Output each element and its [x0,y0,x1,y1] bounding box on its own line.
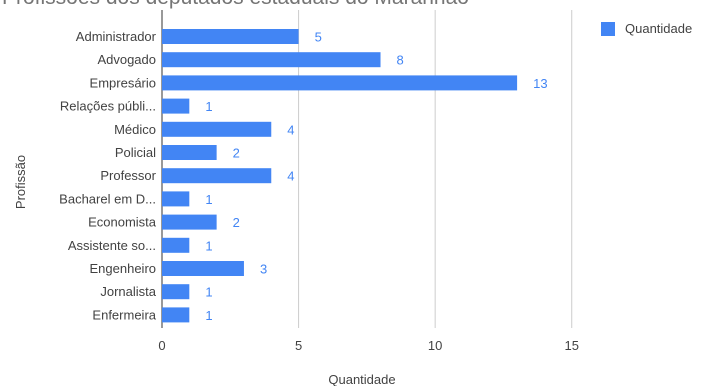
category-label: Economista [88,215,157,230]
category-label: Empresário [90,75,156,90]
x-axis-title: Quantidade [328,372,395,386]
x-tick-label: 5 [295,338,302,353]
bar [162,29,299,44]
x-tick-label: 15 [565,338,579,353]
y-axis-title: Profissão [13,155,28,209]
bar [162,52,381,68]
data-label: 1 [205,192,212,207]
data-label: 4 [287,169,294,184]
category-label: Administrador [76,29,157,44]
bar [162,284,190,300]
data-label: 1 [205,285,212,300]
bar [162,214,217,230]
bar [162,145,217,160]
category-label: Bacharel em D... [59,191,156,206]
bar [162,191,190,207]
bar [162,168,272,184]
bar [162,261,244,276]
data-label: 5 [315,30,322,45]
legend-swatch [601,22,615,36]
category-label: Advogado [97,52,156,67]
category-label: Professor [100,168,156,183]
bar [162,237,190,253]
data-label: 4 [287,122,294,137]
x-tick-label: 10 [428,338,442,353]
x-tick-label: 0 [158,338,165,353]
category-label: Policial [115,145,156,160]
bar [162,98,190,114]
chart-title: Profissões dos deputados estaduais do Ma… [2,0,469,10]
category-label: Médico [114,122,156,137]
bar [162,121,272,137]
category-label: Relações públi... [60,99,156,114]
data-label: 2 [233,215,240,230]
data-label: 3 [260,262,267,277]
bar [162,307,190,323]
category-label: Enfermeira [92,307,156,322]
data-label: 8 [397,53,404,68]
data-label: 2 [233,146,240,161]
category-label: Assistente so... [68,238,156,253]
category-label: Engenheiro [90,261,157,276]
data-label: 1 [205,238,212,253]
data-label: 13 [533,76,547,91]
category-label: Jornalista [100,284,156,299]
data-label: 1 [205,308,212,323]
legend-label: Quantidade [625,21,692,36]
bar [162,75,518,91]
data-label: 1 [205,99,212,114]
